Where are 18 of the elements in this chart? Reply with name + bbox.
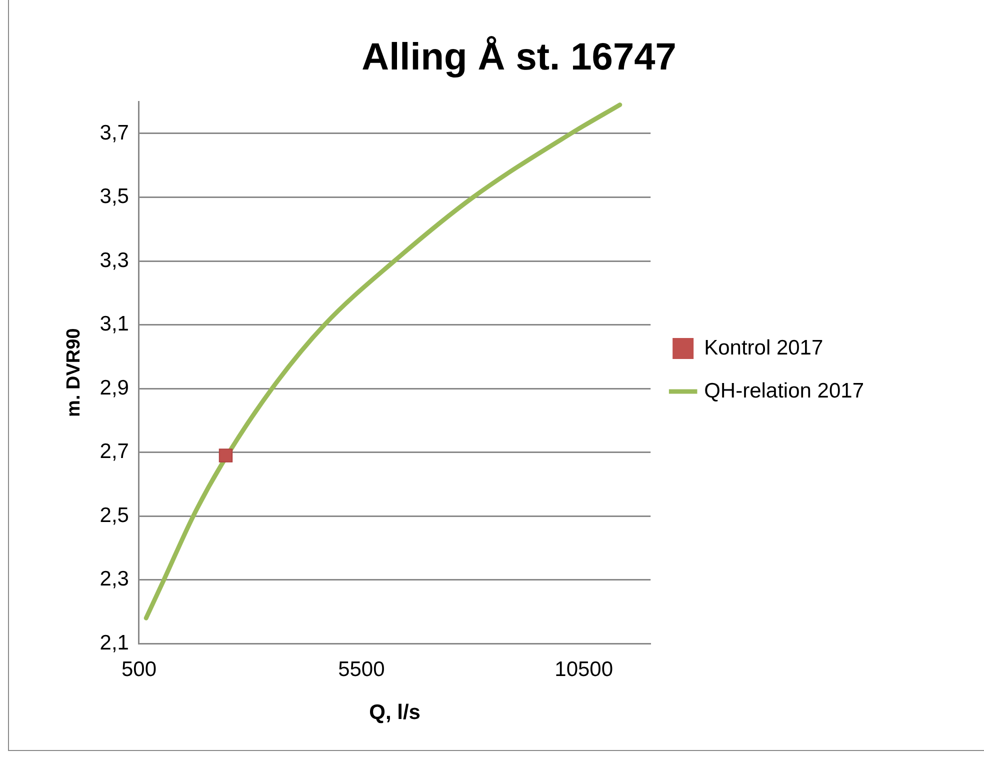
legend-label: QH-relation 2017 <box>704 379 864 402</box>
x-tick-label: 5500 <box>338 658 385 681</box>
y-tick-label: 3,7 <box>100 121 129 144</box>
y-tick-label: 2,5 <box>100 504 129 527</box>
y-tick-label: 3,3 <box>100 248 129 272</box>
y-tick-label: 2,1 <box>100 631 129 654</box>
y-tick-label: 2,9 <box>100 376 129 400</box>
x-axis-title: Q, l/s <box>369 701 420 724</box>
y-tick-label: 2,3 <box>100 568 129 591</box>
y-tick-label: 3,1 <box>100 312 129 336</box>
x-tick-label: 10500 <box>554 658 614 681</box>
chart-title: Alling Å st. 16747 <box>362 35 676 78</box>
x-tick-label: 500 <box>121 658 157 681</box>
y-tick-label: 2,7 <box>100 440 129 464</box>
y-tick-label: 3,5 <box>100 185 129 208</box>
y-axis-title: m. DVR90 <box>64 328 85 417</box>
line-series <box>144 102 622 620</box>
legend-label: Kontrol 2017 <box>704 336 824 360</box>
